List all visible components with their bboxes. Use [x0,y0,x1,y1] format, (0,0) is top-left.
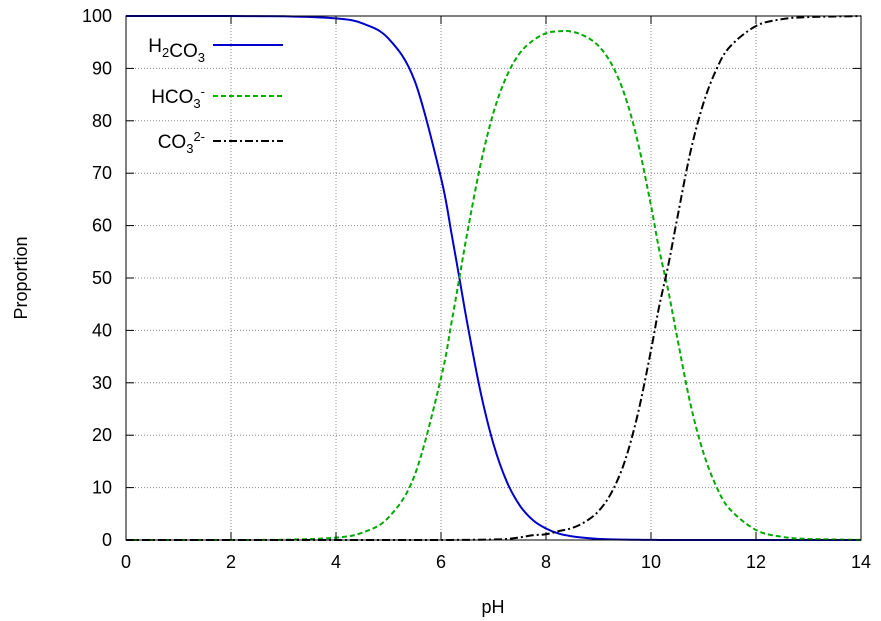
x-tick-label: 10 [641,552,661,572]
y-axis-label: Proportion [11,236,31,319]
x-tick-label: 8 [541,552,551,572]
x-tick-label: 0 [121,552,131,572]
x-tick-label: 6 [436,552,446,572]
y-tick-label: 20 [92,425,112,445]
y-tick-label: 40 [92,320,112,340]
y-tick-label: 90 [92,58,112,78]
y-tick-label: 60 [92,216,112,236]
x-tick-label: 12 [746,552,766,572]
y-tick-label: 80 [92,111,112,131]
legend-label-0: H2CO3 [148,36,205,65]
series-line-1 [125,30,862,541]
y-tick-label: 50 [92,268,112,288]
y-tick-label: 0 [102,530,112,550]
x-axis-label: pH [481,597,504,617]
x-tick-label: 4 [331,552,341,572]
y-tick-label: 70 [92,163,112,183]
y-tick-label: 30 [92,373,112,393]
tick-labels: 0 2 4 6 8 10 12 14 0 10 20 30 40 50 60 70 80 90 100 [82,6,871,572]
x-tick-label: 14 [851,552,871,572]
y-tick-label: 10 [92,478,112,498]
legend: H2CO3 HCO3- CO32- [148,36,283,156]
grid-lines [126,16,861,540]
x-tick-label: 2 [226,552,236,572]
axis-ticks [125,15,862,541]
legend-label-2: CO32- [158,129,205,156]
legend-label-1: HCO3- [151,84,205,111]
y-tick-label: 100 [82,6,112,26]
